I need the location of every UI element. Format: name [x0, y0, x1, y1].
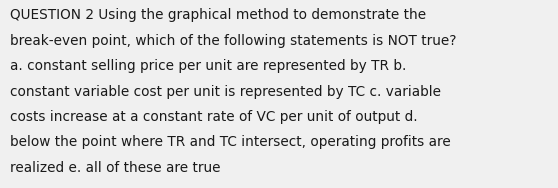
Text: a. constant selling price per unit are represented by TR b.: a. constant selling price per unit are r… — [10, 59, 406, 73]
Text: constant variable cost per unit is represented by TC c. variable: constant variable cost per unit is repre… — [10, 85, 441, 99]
Text: costs increase at a constant rate of VC per unit of output d.: costs increase at a constant rate of VC … — [10, 110, 418, 124]
Text: realized e. all of these are true: realized e. all of these are true — [10, 161, 220, 175]
Text: below the point where TR and TC intersect, operating profits are: below the point where TR and TC intersec… — [10, 135, 451, 149]
Text: break-even point, which of the following statements is NOT true?: break-even point, which of the following… — [10, 34, 456, 48]
Text: QUESTION 2 Using the graphical method to demonstrate the: QUESTION 2 Using the graphical method to… — [10, 8, 426, 22]
